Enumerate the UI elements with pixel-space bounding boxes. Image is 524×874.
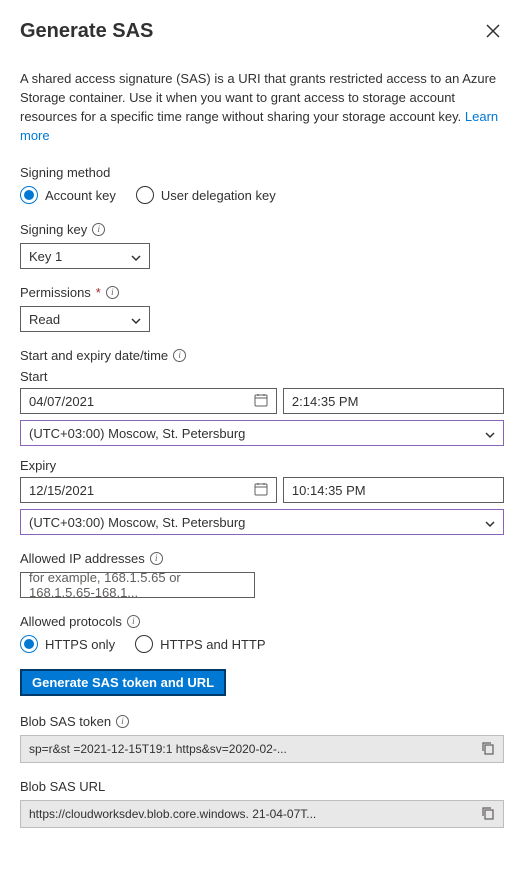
radio-account-key[interactable]: Account key [20, 186, 116, 204]
sas-token-label: Blob SAS token [20, 714, 111, 729]
permissions-label: Permissions [20, 285, 91, 300]
signing-method-label: Signing method [20, 165, 504, 180]
radio-circle-icon [135, 635, 153, 653]
expiry-label: Expiry [20, 458, 504, 473]
signing-key-select[interactable]: Key 1 [20, 243, 150, 269]
close-icon[interactable] [482, 20, 504, 46]
info-icon[interactable]: i [173, 349, 186, 362]
info-icon[interactable]: i [92, 223, 105, 236]
start-label: Start [20, 369, 504, 384]
radio-circle-icon [20, 186, 38, 204]
radio-circle-icon [20, 635, 38, 653]
calendar-icon [254, 482, 268, 499]
allowed-protocols-label: Allowed protocols [20, 614, 122, 629]
start-time-input[interactable]: 2:14:35 PM [283, 388, 504, 414]
sas-token-output: sp=r&st =2021-12-15T19:1 https&sv=2020-0… [20, 735, 504, 763]
copy-icon[interactable] [481, 806, 495, 823]
radio-https-only[interactable]: HTTPS only [20, 635, 115, 653]
calendar-icon [254, 393, 268, 410]
sas-url-output: https://cloudworksdev.blob.core.windows.… [20, 800, 504, 828]
info-icon[interactable]: i [116, 715, 129, 728]
panel-title: Generate SAS [20, 20, 153, 43]
radio-circle-icon [136, 186, 154, 204]
radio-https-http[interactable]: HTTPS and HTTP [135, 635, 265, 653]
signing-key-label: Signing key [20, 222, 87, 237]
chevron-down-icon [485, 517, 495, 527]
expiry-date-input[interactable]: 12/15/2021 [20, 477, 277, 503]
permissions-select[interactable]: Read [20, 306, 150, 332]
expiry-timezone-select[interactable]: (UTC+03:00) Moscow, St. Petersburg [20, 509, 504, 535]
info-icon[interactable]: i [150, 552, 163, 565]
allowed-ip-label: Allowed IP addresses [20, 551, 145, 566]
radio-user-delegation[interactable]: User delegation key [136, 186, 276, 204]
datetime-label: Start and expiry date/time [20, 348, 168, 363]
generate-sas-button[interactable]: Generate SAS token and URL [20, 669, 226, 696]
description-text: A shared access signature (SAS) is a URI… [20, 70, 504, 145]
expiry-time-input[interactable]: 10:14:35 PM [283, 477, 504, 503]
sas-url-label: Blob SAS URL [20, 779, 105, 794]
start-date-input[interactable]: 04/07/2021 [20, 388, 277, 414]
start-timezone-select[interactable]: (UTC+03:00) Moscow, St. Petersburg [20, 420, 504, 446]
info-icon[interactable]: i [106, 286, 119, 299]
copy-icon[interactable] [481, 741, 495, 758]
chevron-down-icon [485, 428, 495, 438]
chevron-down-icon [131, 251, 141, 261]
info-icon[interactable]: i [127, 615, 140, 628]
allowed-ip-input[interactable]: for example, 168.1.5.65 or 168.1.5.65-16… [20, 572, 255, 598]
chevron-down-icon [131, 314, 141, 324]
